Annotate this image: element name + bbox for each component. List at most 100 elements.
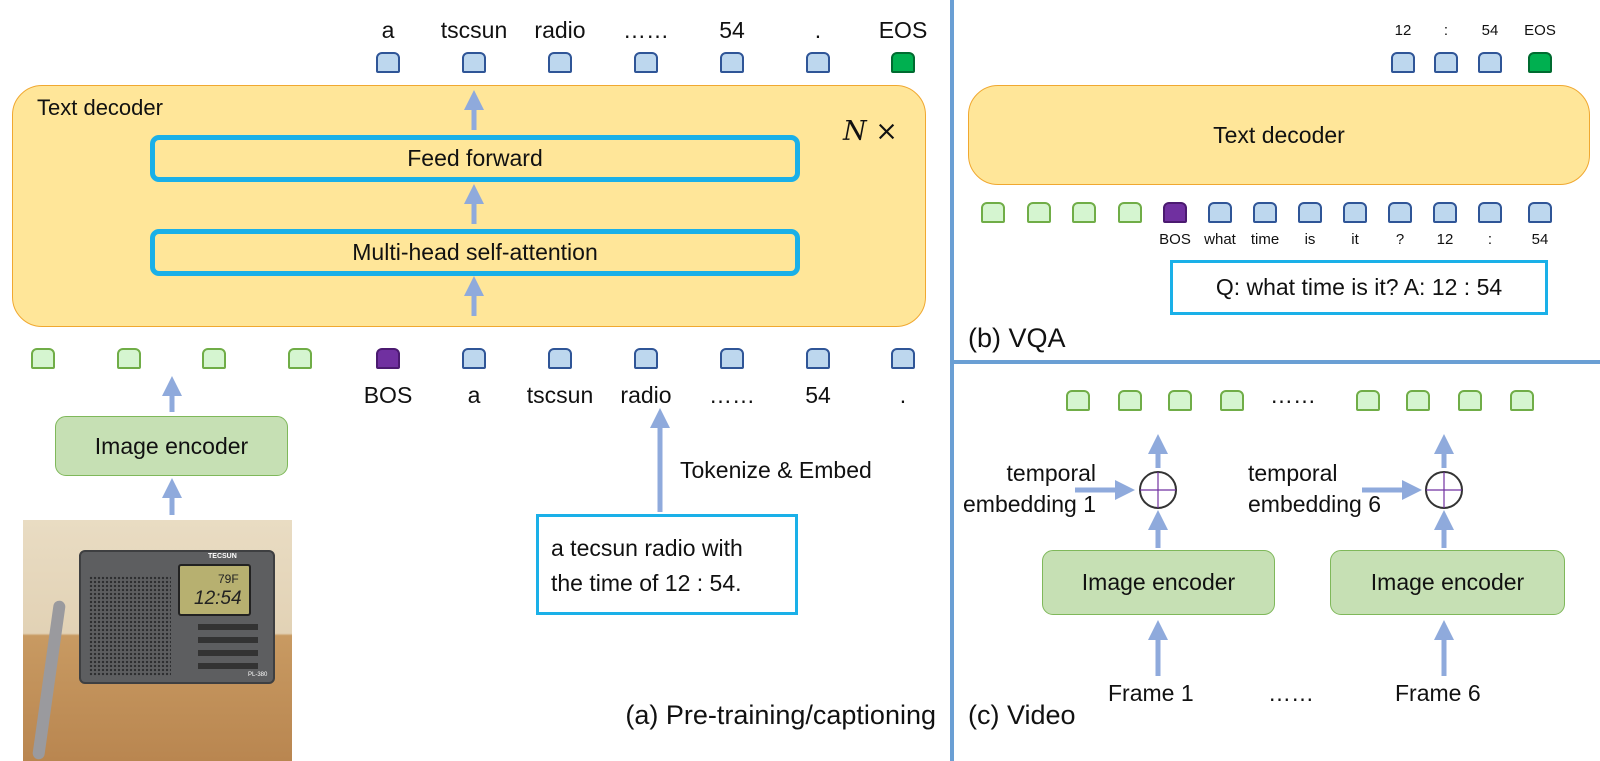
lcd-time: 12:54: [194, 588, 242, 609]
input-token-label: ……: [709, 382, 755, 408]
vqa-output-token: [1434, 52, 1458, 73]
vqa-input-token: [1253, 202, 1277, 223]
attention-block: Multi-head self-attention: [150, 229, 800, 276]
input-token-label: .: [899, 382, 907, 408]
vqa-input-token-label: time: [1250, 231, 1280, 248]
image-encoder: Image encoder: [55, 416, 288, 476]
input-token: [634, 348, 658, 369]
video-token: [1356, 390, 1380, 411]
temporal-1-line-b: embedding 1: [963, 491, 1096, 517]
input-token: [891, 348, 915, 369]
temporal-1-line-a: temporal: [1006, 460, 1096, 486]
vertical-divider: [950, 0, 954, 761]
vqa-output-token: [1391, 52, 1415, 73]
output-token: [548, 52, 572, 73]
vqa-image-token: [981, 202, 1005, 223]
output-token-label: a: [381, 17, 395, 43]
output-token-label: EOS: [878, 17, 928, 43]
vqa-input-token: [1208, 202, 1232, 223]
video-token: [1168, 390, 1192, 411]
vqa-output-token-label: :: [1443, 22, 1449, 39]
video-token: [1510, 390, 1534, 411]
lcd-display: 79F 12:54: [178, 564, 251, 616]
caption-line-2: the time of 12 : 54.: [551, 570, 742, 596]
output-token-label: .: [814, 17, 822, 43]
vqa-text-decoder: Text decoder: [968, 85, 1590, 185]
video-token: [1220, 390, 1244, 411]
output-token: [634, 52, 658, 73]
tokenize-label: Tokenize & Embed: [680, 457, 872, 483]
radio-photo: TECSUN 79F 12:54 PL-380: [23, 520, 292, 761]
input-token-label: radio: [620, 382, 672, 408]
vqa-image-token: [1027, 202, 1051, 223]
output-token: [376, 52, 400, 73]
input-token-label: a: [467, 382, 481, 408]
video-token: [1118, 390, 1142, 411]
vqa-input-token-label: :: [1487, 231, 1493, 248]
image-token: [31, 348, 55, 369]
speaker-grille: [89, 576, 171, 676]
panel-label-b: (b) VQA: [968, 323, 1066, 353]
input-token: [806, 348, 830, 369]
vqa-input-token: [1298, 202, 1322, 223]
vqa-input-token-label: ?: [1395, 231, 1405, 248]
vqa-input-token-label: it: [1351, 231, 1359, 248]
input-token: [548, 348, 572, 369]
temporal-6-line-a: temporal: [1248, 460, 1338, 486]
image-token: [202, 348, 226, 369]
input-token-label: BOS: [363, 382, 413, 408]
temporal-6-line-b: embedding 6: [1248, 491, 1381, 517]
vqa-image-token: [1072, 202, 1096, 223]
vqa-input-token-label: BOS: [1159, 231, 1191, 248]
output-token: [720, 52, 744, 73]
vqa-output-token-label: 12: [1394, 22, 1412, 39]
vqa-input-token-label: 12: [1436, 231, 1454, 248]
input-token: [376, 348, 400, 369]
caption-box: a tecsun radio with the time of 12 : 54.: [536, 514, 798, 615]
text-decoder-title: Text decoder: [37, 95, 163, 120]
keypad: [198, 624, 258, 676]
vqa-input-token-label: 54: [1531, 231, 1549, 248]
frame-1-label: Frame 1: [1108, 680, 1194, 706]
image-token: [288, 348, 312, 369]
input-token-label: 54: [805, 382, 831, 408]
output-token: [806, 52, 830, 73]
input-token: [462, 348, 486, 369]
frames-ellipsis: ……: [1268, 680, 1314, 706]
output-token-label: tscsun: [440, 17, 508, 43]
video-token: [1066, 390, 1090, 411]
output-token: [891, 52, 915, 73]
video-token-ellipsis: ……: [1270, 382, 1316, 408]
caption-line-1: a tecsun radio with: [551, 535, 743, 561]
lcd-temp: 79F: [218, 572, 239, 586]
output-token-label: radio: [534, 17, 586, 43]
video-token: [1458, 390, 1482, 411]
vqa-input-token-label: is: [1304, 231, 1316, 248]
radio-brand: TECSUN: [208, 553, 237, 560]
video-image-encoder-6: Image encoder: [1330, 550, 1565, 615]
video-image-encoder-1: Image encoder: [1042, 550, 1275, 615]
vqa-input-token: [1163, 202, 1187, 223]
horizontal-divider: [954, 360, 1600, 364]
frame-6-label: Frame 6: [1395, 680, 1481, 706]
vqa-input-token: [1388, 202, 1412, 223]
video-token: [1406, 390, 1430, 411]
vqa-output-token-label: EOS: [1524, 22, 1556, 39]
panel-label-c: (c) Video: [968, 700, 1076, 730]
qa-box: Q: what time is it? A: 12 : 54: [1170, 260, 1548, 315]
vqa-output-token: [1528, 52, 1552, 73]
vqa-input-token: [1528, 202, 1552, 223]
output-token-label: 54: [719, 17, 745, 43]
vqa-output-token-label: 54: [1481, 22, 1499, 39]
vqa-image-token: [1118, 202, 1142, 223]
feed-forward-block: Feed forward: [150, 135, 800, 182]
vqa-input-token: [1433, 202, 1457, 223]
input-token: [720, 348, 744, 369]
output-token-label: ……: [623, 17, 669, 43]
temporal-embedding-6: temporal embedding 6: [1248, 458, 1381, 520]
repeat-label: N ×: [843, 116, 898, 147]
vqa-input-token-label: what: [1204, 231, 1236, 248]
temporal-embedding-1: temporal embedding 1: [963, 458, 1096, 520]
radio-model: PL-380: [248, 672, 268, 678]
